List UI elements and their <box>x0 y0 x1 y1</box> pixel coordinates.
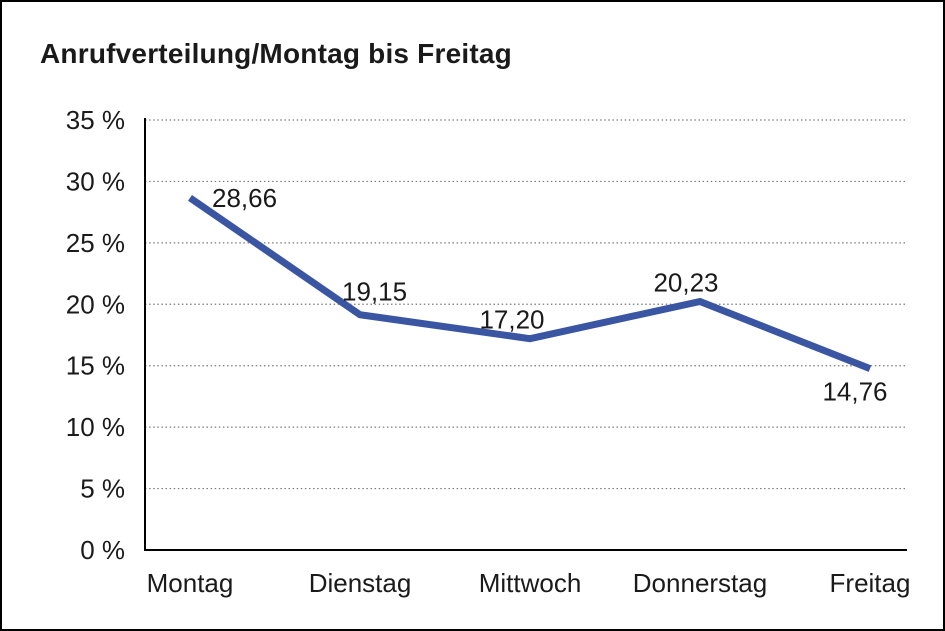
x-category-label: Dienstag <box>309 568 412 598</box>
y-tick-label: 20 % <box>66 289 125 319</box>
chart-title: Anrufverteilung/Montag bis Freitag <box>40 38 512 69</box>
data-label: 20,23 <box>653 267 718 297</box>
y-tick-label: 15 % <box>66 351 125 381</box>
x-category-label: Montag <box>147 568 234 598</box>
y-tick-label: 5 % <box>80 474 125 504</box>
data-label: 17,20 <box>479 305 544 335</box>
x-category-label: Donnerstag <box>633 568 767 598</box>
data-label: 14,76 <box>822 377 887 407</box>
y-tick-label: 35 % <box>66 105 125 135</box>
series-line <box>188 195 872 372</box>
y-tick-label: 25 % <box>66 228 125 258</box>
x-category-label: Freitag <box>830 568 911 598</box>
y-tick-label: 10 % <box>66 412 125 442</box>
y-tick-label: 30 % <box>66 166 125 196</box>
data-label: 19,15 <box>342 277 407 307</box>
y-tick-label: 0 % <box>80 535 125 565</box>
data-label: 28,66 <box>212 183 277 213</box>
x-category-label: Mittwoch <box>479 568 582 598</box>
